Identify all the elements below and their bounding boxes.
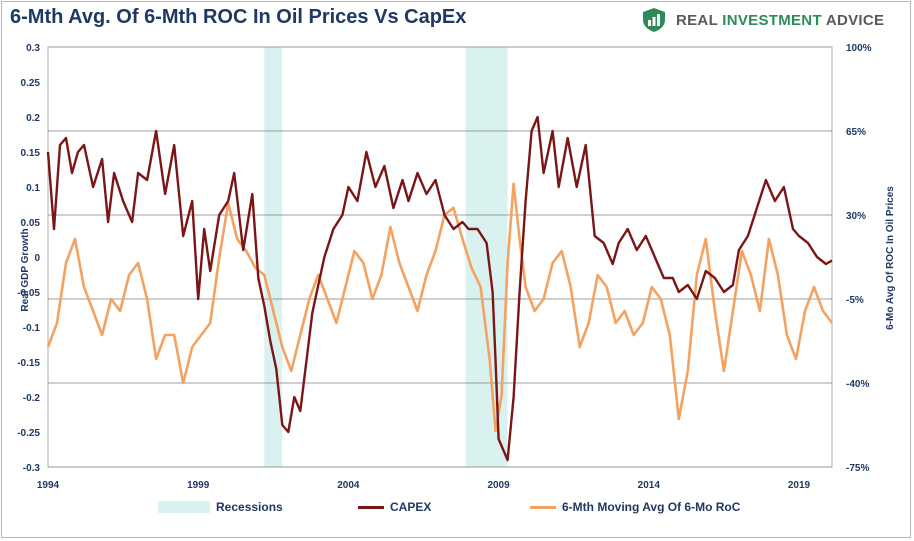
legend-label-recessions: Recessions [216, 500, 283, 514]
right-tick-label: -5% [846, 295, 864, 306]
right-tick-label: 30% [846, 211, 866, 222]
oil-roc-series [46, 182, 834, 433]
oil-roc-line [46, 182, 834, 433]
legend-item-capex: CAPEX [358, 500, 431, 514]
left-tick-label: 0.05 [21, 218, 41, 229]
left-axis-ticks: 0.3 0.25 0.2 0.15 0.1 0.05 0 -0.05 -0.1 -0.15 -0.2… [17, 43, 40, 474]
brand-logo: REAL INVESTMENT ADVICE [640, 5, 884, 35]
legend-swatch-capex [358, 505, 384, 509]
legend-label-oil-roc: 6-Mth Moving Avg Of 6-Mo RoC [562, 500, 741, 514]
x-axis-ticks: 1994 1999 2004 2009 2014 2019 [37, 480, 811, 491]
legend-item-oil-roc: 6-Mth Moving Avg Of 6-Mo RoC [530, 500, 740, 514]
capex-series [46, 115, 833, 462]
left-tick-label: 0.15 [21, 148, 41, 159]
left-tick-label: 0.25 [21, 78, 41, 89]
capex-line [46, 115, 833, 462]
shield-chart-icon [643, 8, 665, 32]
legend-swatch-recessions [158, 501, 210, 513]
x-tick-label: 2004 [337, 480, 360, 491]
legend-label-capex: CAPEX [390, 500, 432, 514]
right-tick-label: -75% [846, 463, 869, 474]
brand-word-advice: ADVICE [825, 11, 885, 29]
left-tick-label: -0.25 [17, 428, 40, 439]
right-tick-label: 100% [846, 43, 872, 54]
right-axis-ticks: 100% 65% 30% -5% -40% -75% [846, 43, 872, 474]
x-tick-label: 1999 [187, 480, 210, 491]
right-tick-label: -40% [846, 379, 869, 390]
brand-word-real: REAL [676, 11, 718, 29]
left-tick-label: 0.3 [26, 43, 40, 54]
brand-name: REAL INVESTMENT ADVICE [676, 12, 884, 29]
legend: Recessions CAPEX 6-Mth Moving Avg Of 6-M… [0, 500, 914, 520]
left-tick-label: -0.1 [23, 323, 41, 334]
chart-title: 6-Mth Avg. Of 6-Mth ROC In Oil Prices Vs… [10, 6, 467, 28]
plot-border [47, 46, 833, 468]
brand-word-investment: INVESTMENT [722, 11, 822, 29]
left-tick-label: 0 [34, 253, 40, 264]
right-tick-label: 65% [846, 127, 866, 138]
left-tick-label: 0.1 [26, 183, 40, 194]
x-tick-label: 2014 [638, 480, 661, 491]
x-tick-label: 2009 [487, 480, 510, 491]
legend-item-recessions: Recessions [158, 500, 283, 514]
x-tick-label: 1994 [37, 480, 60, 491]
plot-area: 0.3 0.25 0.2 0.15 0.1 0.05 0 -0.05 -0.1 -0.15 -0.2… [17, 43, 896, 491]
left-tick-label: -0.3 [23, 463, 41, 474]
gridlines [47, 46, 833, 468]
left-tick-label: -0.05 [17, 288, 40, 299]
recession-bands [264, 47, 508, 467]
left-axis-title: Real GDP Growth [20, 228, 31, 311]
left-tick-label: 0.2 [26, 113, 40, 124]
x-tick-label: 2019 [788, 480, 811, 491]
legend-swatch-oil-roc [530, 505, 556, 509]
left-tick-label: -0.15 [17, 358, 40, 369]
left-tick-label: -0.2 [23, 393, 41, 404]
recession-band-0 [264, 47, 283, 467]
right-axis-title: 6-Mo Avg Of ROC In Oil Prices [885, 186, 896, 330]
